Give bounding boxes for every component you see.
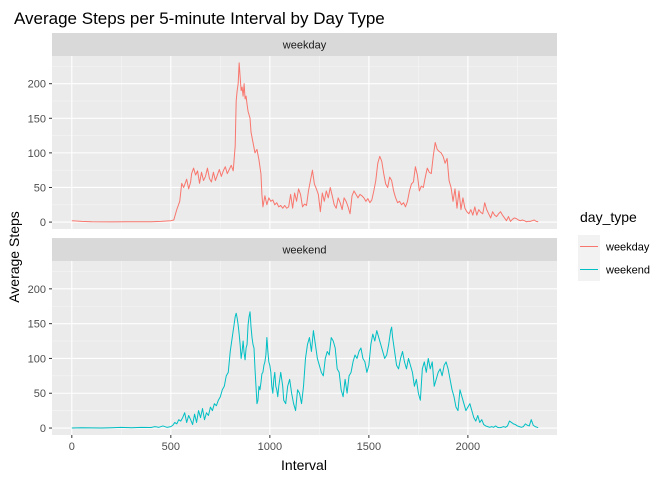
x-axis-title: Interval [281,457,327,473]
y-tick-label: 200 [28,284,46,296]
y-axis-title: Average Steps [6,211,22,303]
y-tick-label: 150 [28,319,46,331]
x-tick-label: 1000 [258,441,282,453]
strip-label-weekend: weekend [281,245,326,257]
series-line-weekday [71,62,539,223]
plot-background [52,56,557,229]
x-tick-label: 500 [162,441,180,453]
panel-weekday: weekday 0 50 100 150 200 [28,33,557,229]
legend-title: day_type [580,209,637,225]
plot-background [52,261,557,435]
x-tick-label: 0 [69,441,75,453]
y-tick-label: 100 [28,148,46,160]
strip-label-weekday: weekday [282,40,327,52]
strip-weekday [52,33,557,56]
y-tick-label: 200 [28,79,46,91]
y-tick-label: 50 [34,388,46,400]
x-tick-label: 2000 [456,441,480,453]
legend-label-weekday: weekday [605,242,650,254]
y-tick-label: 150 [28,113,46,125]
y-tick-label: 0 [40,217,46,229]
series-line-weekend [71,311,539,429]
x-tick-label: 1500 [357,441,381,453]
y-tick-label: 0 [40,423,46,435]
y-tick-label: 50 [34,182,46,194]
legend-label-weekend: weekend [605,265,650,277]
y-tick-label: 100 [28,353,46,365]
strip-weekend [52,238,557,261]
legend: day_type weekday weekend [578,209,650,281]
chart-title: Average Steps per 5-minute Interval by D… [14,9,385,28]
